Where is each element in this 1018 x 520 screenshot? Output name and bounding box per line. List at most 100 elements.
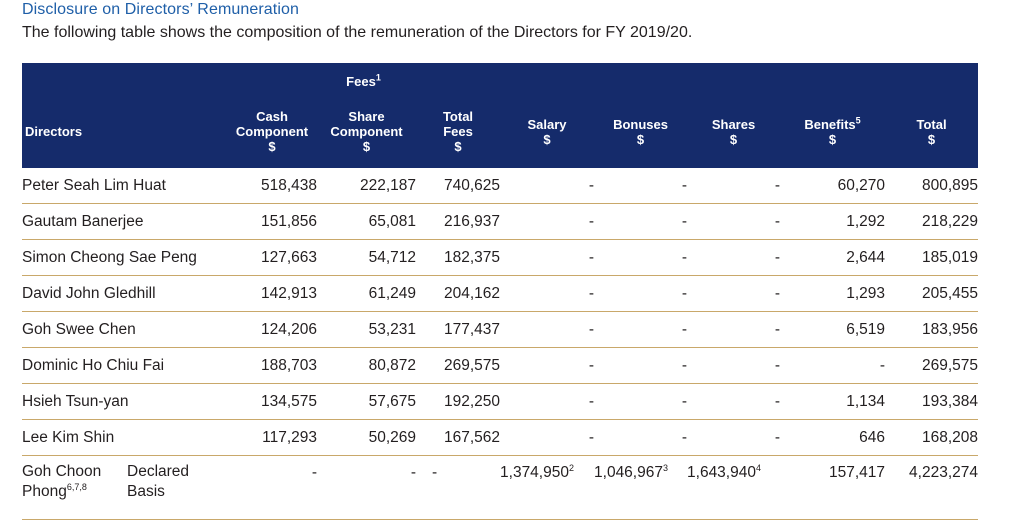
footnote-marker: 1 [375, 72, 381, 83]
director-name: Dominic Ho Chiu Fai [22, 347, 227, 384]
share-component-cell: 61,249 [317, 275, 416, 312]
footnote-marker: 2 [568, 462, 574, 473]
shares-cell: - [687, 311, 781, 348]
header-blank-cell [22, 63, 227, 99]
table-row: Gautam Banerjee 151,856 65,081 216,937- - -1,… [22, 203, 979, 240]
director-name: Goh Choon Phong6,7,8Declared Basis [22, 455, 227, 520]
share-component-cell: 50,269 [317, 419, 416, 456]
benefits-cell: - [780, 347, 886, 384]
total-cell: 269,575 [885, 347, 979, 384]
total-fees-header: Total Fees $ [416, 99, 501, 168]
bonuses-cell: - [594, 419, 688, 456]
salary-cell: - [500, 311, 595, 348]
total-fees-cell: 216,937 [416, 203, 501, 240]
total-fees-cell: 192,250 [416, 383, 501, 420]
total-cell: 185,019 [885, 239, 979, 276]
benefits-cell: 1,293 [780, 275, 886, 312]
fees-group-header: Fees1 [227, 63, 501, 99]
shares-cell: 1,643,9404 [687, 455, 781, 520]
benefits-cell: 1,134 [780, 383, 886, 420]
benefits-cell: 60,270 [780, 168, 886, 204]
benefits-cell: 1,292 [780, 203, 886, 240]
share-component-cell: 53,231 [317, 311, 416, 348]
footnote-marker: 4 [755, 462, 761, 473]
total-cell: 205,455 [885, 275, 979, 312]
shares-cell: - [687, 168, 781, 204]
bonuses-cell: - [594, 311, 688, 348]
table-row: Dominic Ho Chiu Fai 188,703 80,872 269,575-… [22, 347, 979, 384]
total-fees-cell: - [416, 455, 501, 520]
cash-component-cell: 518,438 [227, 168, 317, 204]
share-component-cell: 222,187 [317, 168, 416, 204]
total-fees-cell: 167,562 [416, 419, 501, 456]
salary-cell: - [500, 383, 595, 420]
shares-cell: - [687, 239, 781, 276]
cash-component-cell: 127,663 [227, 239, 317, 276]
total-cell: 4,223,274 [885, 455, 979, 520]
director-name: Gautam Banerjee [22, 203, 227, 240]
bonuses-cell: - [594, 168, 688, 204]
share-component-cell: 57,675 [317, 383, 416, 420]
table-row: Simon Cheong Sae Peng 127,663 54,712 182,37… [22, 239, 979, 276]
header-row-columns: Directors Cash Component $ Share Component $… [22, 99, 979, 168]
table-row: Peter Seah Lim Huat 518,438 222,187 740,625… [22, 168, 979, 204]
cash-component-cell: - [227, 455, 317, 520]
bonuses-cell: 1,046,9673 [594, 455, 688, 520]
salary-cell: - [500, 275, 595, 312]
benefits-cell: 2,644 [780, 239, 886, 276]
remuneration-table: Fees1 Directors Cash Component $ Share Comp… [22, 63, 979, 520]
bonuses-header: Bonuses $ [594, 99, 688, 168]
shares-cell: - [687, 383, 781, 420]
director-name: Hsieh Tsun-yan [22, 383, 227, 420]
bonuses-cell: - [594, 203, 688, 240]
benefits-cell: 646 [780, 419, 886, 456]
header-row-group: Fees1 [22, 63, 979, 99]
salary-header: Salary $ [500, 99, 595, 168]
salary-cell: - [500, 168, 595, 204]
cash-component-cell: 151,856 [227, 203, 317, 240]
table-row: David John Gledhill 142,913 61,249 204,162-… [22, 275, 979, 312]
share-component-cell: 80,872 [317, 347, 416, 384]
footnote-marker: 6,7,8 [66, 481, 87, 492]
director-name: David John Gledhill [22, 275, 227, 312]
cash-component-header: Cash Component $ [227, 99, 317, 168]
share-component-cell: 54,712 [317, 239, 416, 276]
footnote-marker: 5 [855, 115, 861, 126]
total-cell: 168,208 [885, 419, 979, 456]
total-cell: 800,895 [885, 168, 979, 204]
benefits-cell: 157,417 [780, 455, 886, 520]
footnote-marker: 3 [662, 462, 668, 473]
total-fees-cell: 182,375 [416, 239, 501, 276]
salary-cell: 1,374,9502 [500, 455, 595, 520]
section-heading: Disclosure on Directors’ Remuneration [22, 1, 299, 18]
table-row-goh-choon-phong: Goh Choon Phong6,7,8Declared Basis - - - 1… [22, 455, 979, 520]
shares-cell: - [687, 275, 781, 312]
cash-component-cell: 117,293 [227, 419, 317, 456]
benefits-cell: 6,519 [780, 311, 886, 348]
total-cell: 183,956 [885, 311, 979, 348]
table-row: Goh Swee Chen 124,206 53,231 177,437- - -6,51… [22, 311, 979, 348]
bonuses-cell: - [594, 275, 688, 312]
directors-header: Directors [22, 99, 227, 168]
share-component-header: Share Component $ [317, 99, 416, 168]
salary-cell: - [500, 203, 595, 240]
benefits-header: Benefits5 $ [780, 99, 886, 168]
total-fees-cell: 204,162 [416, 275, 501, 312]
total-fees-cell: 740,625 [416, 168, 501, 204]
director-name: Simon Cheong Sae Peng [22, 239, 227, 276]
shares-cell: - [687, 419, 781, 456]
director-name: Lee Kim Shin [22, 419, 227, 456]
shares-header: Shares $ [687, 99, 781, 168]
total-cell: 193,384 [885, 383, 979, 420]
salary-cell: - [500, 419, 595, 456]
salary-cell: - [500, 347, 595, 384]
cash-component-cell: 142,913 [227, 275, 317, 312]
table-row: Hsieh Tsun-yan 134,575 57,675 192,250- - -1,1… [22, 383, 979, 420]
shares-cell: - [687, 203, 781, 240]
salary-cell: - [500, 239, 595, 276]
bonuses-cell: - [594, 239, 688, 276]
header-blank-cell [500, 63, 979, 99]
bonuses-cell: - [594, 347, 688, 384]
share-component-cell: - [317, 455, 416, 520]
total-fees-cell: 269,575 [416, 347, 501, 384]
